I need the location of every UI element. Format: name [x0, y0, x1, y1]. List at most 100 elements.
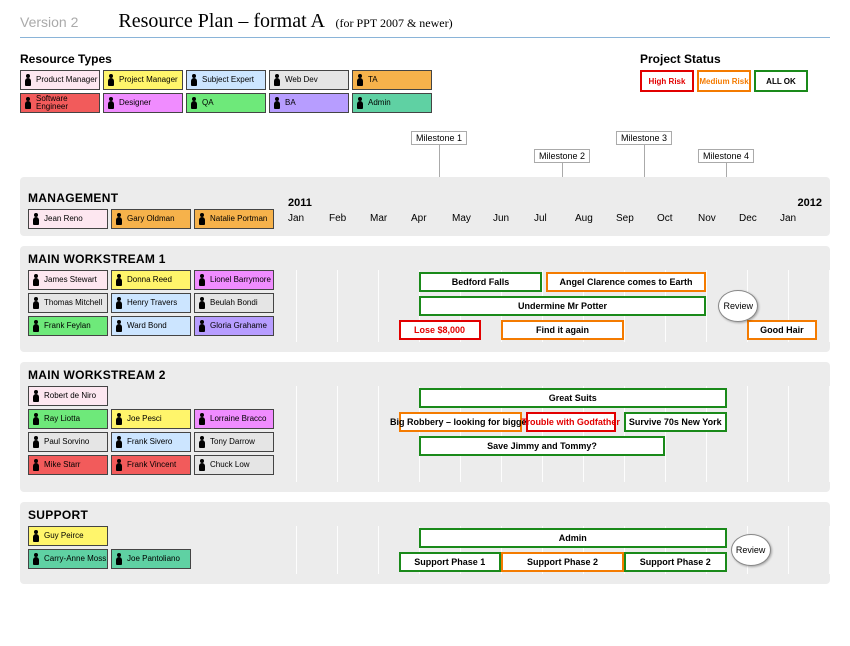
person-card: Joe Pantoliano — [111, 549, 191, 569]
person-card: Tony Darrow — [194, 432, 274, 452]
person-icon — [197, 212, 207, 226]
person-card: Gloria Grahame — [194, 316, 274, 336]
task-bar: Survive 70s New York — [624, 412, 727, 432]
person-card: Chuck Low — [194, 455, 274, 475]
person-label: Carry-Anne Moss — [44, 555, 106, 563]
ws2-section: MAIN WORKSTREAM 2 Robert de NiroRay Liot… — [20, 362, 830, 492]
project-status-row: High RiskMedium RiskALL OK — [640, 70, 830, 92]
person-card: Frank Feylan — [28, 316, 108, 336]
resource-types-title: Resource Types — [20, 52, 440, 66]
milestone-label: Milestone 3 — [616, 131, 672, 145]
person-label: Web Dev — [285, 76, 318, 84]
project-status-title: Project Status — [640, 52, 830, 66]
ws1-section: MAIN WORKSTREAM 1 James Stewart Donna Ree… — [20, 246, 830, 352]
person-card: Subject Expert — [186, 70, 266, 90]
person-label: Donna Reed — [127, 276, 172, 284]
axis-month: Jun — [493, 213, 509, 224]
review-badge: Review — [718, 290, 758, 322]
axis-month: Apr — [411, 213, 427, 224]
task-bar: Undermine Mr Potter — [419, 296, 706, 316]
person-card: Frank Vincent — [111, 455, 191, 475]
person-label: QA — [202, 99, 214, 107]
person-label: Subject Expert — [202, 76, 254, 84]
axis-year-start: 2011 — [288, 197, 312, 209]
person-card: Software Engineer — [20, 93, 100, 113]
ws2-title: MAIN WORKSTREAM 2 — [28, 368, 822, 382]
ws1-timeline: Bedford FallsAngel Clarence comes to Ear… — [296, 270, 822, 342]
person-label: Robert de Niro — [44, 392, 96, 400]
person-card: Ward Bond — [111, 316, 191, 336]
person-label: Guy Peirce — [44, 532, 84, 540]
person-label: Gary Oldman — [127, 215, 175, 223]
support-section: SUPPORT Guy PeirceCarry-Anne MossJoe Pan… — [20, 502, 830, 584]
person-card: Project Manager — [103, 70, 183, 90]
axis-month: Jan — [288, 213, 304, 224]
person-card: Guy Peirce — [28, 526, 108, 546]
person-label: Frank Vincent — [127, 461, 176, 469]
ws2-timeline: Great Suits Big Robbery – looking for big… — [296, 386, 822, 482]
person-card: Frank Sivero — [111, 432, 191, 452]
person-card: Henry Travers — [111, 293, 191, 313]
task-bar: Trouble with Godfather — [526, 412, 616, 432]
page-title: Resource Plan – format A — [118, 10, 325, 32]
person-label: James Stewart — [44, 276, 97, 284]
task-bar: Find it again — [501, 320, 624, 340]
person-card: Natalie Portman — [194, 209, 274, 229]
axis-month: Aug — [575, 213, 593, 224]
person-icon — [355, 96, 365, 110]
person-label: Chuck Low — [210, 461, 250, 469]
person-label: Project Manager — [119, 76, 178, 84]
version-label: Version 2 — [20, 14, 78, 30]
person-card: Jean Reno — [28, 209, 108, 229]
person-label: Frank Feylan — [44, 322, 91, 330]
person-icon — [197, 296, 207, 310]
task-bar: Bedford Falls — [419, 272, 542, 292]
person-icon — [31, 552, 41, 566]
ws1-title: MAIN WORKSTREAM 1 — [28, 252, 822, 266]
person-label: TA — [368, 76, 378, 84]
person-card: Admin — [352, 93, 432, 113]
task-bar: Big Robbery – looking for bigger — [399, 412, 522, 432]
axis-month: Mar — [370, 213, 387, 224]
person-icon — [31, 389, 41, 403]
person-label: Henry Travers — [127, 299, 177, 307]
person-icon — [197, 412, 207, 426]
axis-month: Jan — [780, 213, 796, 224]
person-icon — [355, 73, 365, 87]
person-card: Beulah Bondi — [194, 293, 274, 313]
person-label: Thomas Mitchell — [44, 299, 102, 307]
person-card: TA — [352, 70, 432, 90]
ws2-roster: Robert de NiroRay LiottaJoe PesciLorrain… — [28, 386, 288, 482]
person-icon — [114, 435, 124, 449]
axis-month: Jul — [534, 213, 547, 224]
status-box: Medium Risk — [697, 70, 751, 92]
milestone-label: Milestone 4 — [698, 149, 754, 163]
person-icon — [197, 273, 207, 287]
support-timeline: AdminSupport Phase 1Support Phase 2Suppo… — [296, 526, 822, 574]
person-icon — [31, 529, 41, 543]
task-bar: Angel Clarence comes to Earth — [546, 272, 706, 292]
person-label: Mike Starr — [44, 461, 80, 469]
person-icon — [31, 412, 41, 426]
person-card: Mike Starr — [28, 455, 108, 475]
person-icon — [189, 96, 199, 110]
person-label: BA — [285, 99, 296, 107]
task-bar: Lose $8,000 — [399, 320, 481, 340]
person-card: Lionel Barrymore — [194, 270, 274, 290]
ws1-roster: James Stewart Donna Reed Lionel Barrymore T… — [28, 270, 288, 342]
person-card: Paul Sorvino — [28, 432, 108, 452]
task-bar: Great Suits — [419, 388, 727, 408]
divider — [20, 37, 830, 38]
person-label: Gloria Grahame — [210, 322, 267, 330]
person-icon — [114, 296, 124, 310]
person-label: Lionel Barrymore — [210, 276, 271, 284]
person-icon — [114, 319, 124, 333]
task-bar: Support Phase 2 — [624, 552, 727, 572]
person-icon — [31, 273, 41, 287]
person-label: Lorraine Bracco — [210, 415, 266, 423]
person-label: Software Engineer — [36, 95, 99, 111]
person-icon — [114, 212, 124, 226]
person-icon — [31, 435, 41, 449]
person-icon — [272, 96, 282, 110]
person-label: Frank Sivero — [127, 438, 172, 446]
